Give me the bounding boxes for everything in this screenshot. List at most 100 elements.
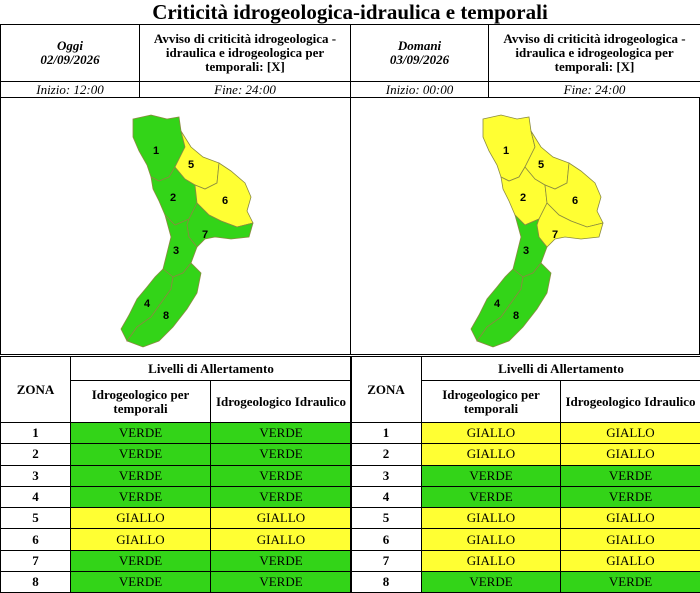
zona-cell: 3 [1, 465, 71, 486]
idraulico-header: Idrogeologico Idraulico [561, 381, 700, 423]
idraulico-level-cell: GIALLO [211, 508, 352, 529]
zone-label: 1 [153, 145, 159, 157]
tomorrow-end: Fine: 24:00 [489, 82, 700, 98]
zone-label: 2 [170, 192, 176, 204]
temporali-level-cell: VERDE [422, 465, 561, 486]
zone-label: 6 [572, 195, 578, 207]
zona-cell: 4 [1, 486, 71, 507]
idraulico-level-cell: GIALLO [211, 529, 352, 550]
maps-row: 1 2 3 4 5 6 7 8 1 2 3 4 5 6 7 8 [0, 97, 700, 355]
livelli-header: Livelli di Allertamento [422, 357, 700, 381]
zone-label: 7 [202, 229, 208, 241]
temporali-level-cell: GIALLO [422, 508, 561, 529]
idraulico-level-cell: GIALLO [561, 550, 700, 571]
zona-header: ZONA [351, 357, 422, 423]
idraulico-header: Idrogeologico Idraulico [211, 381, 352, 423]
temporali-level-cell: VERDE [71, 423, 211, 444]
zone-label: 3 [523, 245, 529, 257]
zona-cell: 2 [1, 444, 71, 465]
zone-label: 5 [188, 159, 194, 171]
zona-cell: 8 [351, 572, 422, 593]
today-date-cell: Oggi 02/09/2026 [1, 25, 140, 82]
temporali-level-cell: VERDE [71, 465, 211, 486]
zona-header: ZONA [1, 357, 71, 423]
idraulico-level-cell: VERDE [211, 486, 352, 507]
zona-cell: 1 [1, 423, 71, 444]
tomorrow-start: Inizio: 00:00 [351, 82, 489, 98]
zone-label: 8 [513, 310, 519, 322]
tomorrow-levels-table: ZONA Livelli di Allertamento Idrogeologi… [350, 356, 700, 593]
temporali-level-cell: VERDE [422, 572, 561, 593]
zone-label: 4 [144, 298, 151, 310]
temporali-level-cell: GIALLO [422, 529, 561, 550]
zona-cell: 7 [1, 550, 71, 571]
zone-label: 6 [222, 195, 228, 207]
livelli-header: Livelli di Allertamento [71, 357, 352, 381]
temporali-level-cell: VERDE [71, 550, 211, 571]
today-date: 02/09/2026 [1, 53, 139, 67]
calabria-region-map: 1 2 3 4 5 6 7 8 [121, 115, 253, 347]
zona-cell: 1 [351, 423, 422, 444]
zona-cell: 8 [1, 572, 71, 593]
zone-label: 8 [163, 310, 169, 322]
today-day-label: Oggi [1, 39, 139, 53]
zona-cell: 4 [351, 486, 422, 507]
idraulico-level-cell: VERDE [211, 444, 352, 465]
temporali-level-cell: VERDE [422, 486, 561, 507]
zone-label: 5 [538, 159, 544, 171]
temporali-level-cell: GIALLO [422, 550, 561, 571]
idraulico-level-cell: VERDE [211, 423, 352, 444]
temporali-level-cell: VERDE [71, 486, 211, 507]
today-levels-table: ZONA Livelli di Allertamento Idrogeologi… [0, 356, 352, 593]
zone-label: 7 [552, 229, 558, 241]
zona-cell: 7 [351, 550, 422, 571]
zone-label: 3 [173, 245, 179, 257]
zona-cell: 3 [351, 465, 422, 486]
temporali-level-cell: GIALLO [422, 423, 561, 444]
idraulico-level-cell: VERDE [561, 486, 700, 507]
idraulico-level-cell: GIALLO [561, 508, 700, 529]
zone-label: 4 [494, 298, 501, 310]
temporali-level-cell: VERDE [71, 444, 211, 465]
page-title: Criticità idrogeologica-idraulica e temp… [0, 0, 700, 24]
zona-cell: 5 [1, 508, 71, 529]
zona-cell: 5 [351, 508, 422, 529]
today-zone-map: 1 2 3 4 5 6 7 8 [1, 97, 352, 355]
today-map-cell: 1 2 3 4 5 6 7 8 [0, 97, 351, 355]
today-start: Inizio: 12:00 [1, 82, 140, 98]
temporali-level-cell: GIALLO [422, 444, 561, 465]
tomorrow-map-cell: 1 2 3 4 5 6 7 8 [350, 97, 700, 355]
zone-label: 2 [520, 192, 526, 204]
zone-label: 1 [503, 145, 509, 157]
idraulico-level-cell: GIALLO [561, 529, 700, 550]
header-table: Oggi 02/09/2026 Avviso di criticità idro… [0, 24, 700, 98]
zona-cell: 6 [1, 529, 71, 550]
idraulico-level-cell: VERDE [211, 572, 352, 593]
temporali-level-cell: GIALLO [71, 508, 211, 529]
idraulico-level-cell: GIALLO [561, 423, 700, 444]
zona-cell: 6 [351, 529, 422, 550]
idraulico-level-cell: VERDE [561, 572, 700, 593]
tomorrow-avviso: Avviso di criticità idrogeologica - idra… [489, 25, 700, 82]
temporali-header: Idrogeologico per temporali [71, 381, 211, 423]
idraulico-level-cell: VERDE [211, 465, 352, 486]
temporali-level-cell: VERDE [71, 572, 211, 593]
tomorrow-date-cell: Domani 03/09/2026 [351, 25, 489, 82]
tomorrow-zone-map: 1 2 3 4 5 6 7 8 [351, 97, 700, 355]
tomorrow-date: 03/09/2026 [351, 53, 488, 67]
idraulico-level-cell: VERDE [561, 465, 700, 486]
